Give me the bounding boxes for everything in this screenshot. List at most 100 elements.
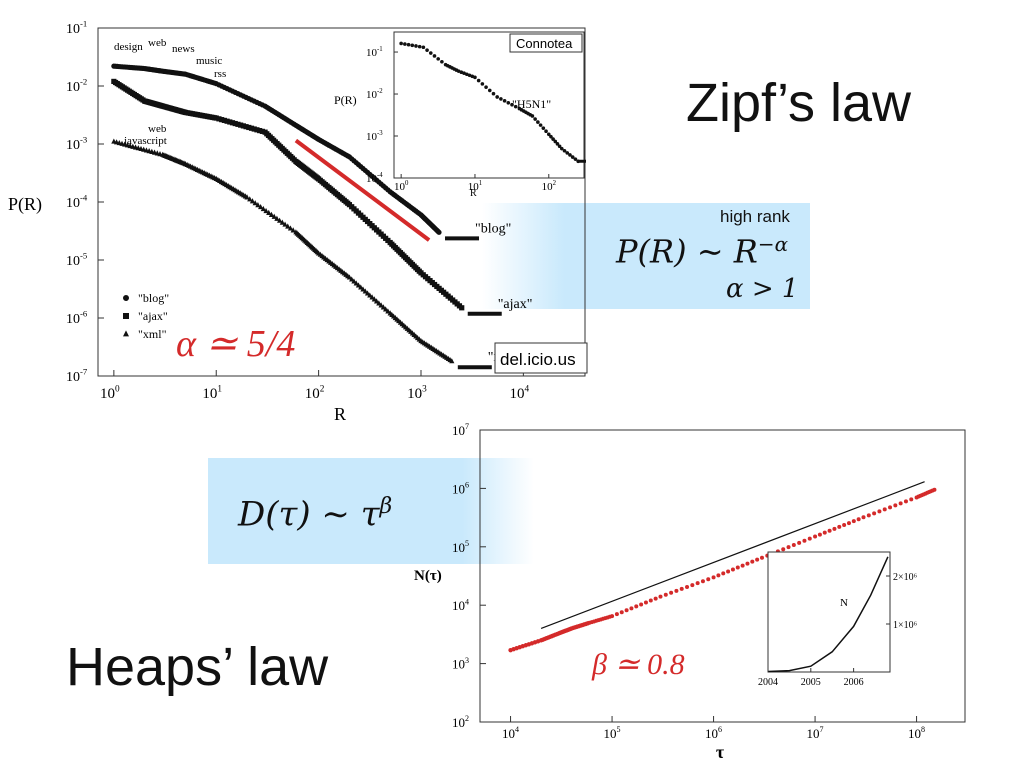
heaps-ylabel: N(τ) <box>414 568 442 584</box>
delicious-point-1 <box>216 116 222 122</box>
heaps-point <box>866 513 871 518</box>
connotea-point <box>414 44 418 48</box>
delicious-legend-label: "ajax" <box>138 309 168 323</box>
delicious-point-1 <box>235 121 241 127</box>
connotea-point <box>476 78 481 83</box>
delicious-point-2 <box>252 200 258 206</box>
connotea-point <box>406 42 411 47</box>
delicious-point-2 <box>380 304 386 310</box>
connotea-point <box>436 57 440 61</box>
delicious-ytick-label: 10-6 <box>66 309 88 327</box>
connotea-xtick-label: 101 <box>468 180 482 193</box>
heaps-ytick-label: 103 <box>452 656 469 672</box>
delicious-legend-marker <box>123 295 129 301</box>
delicious-point-1 <box>254 127 260 133</box>
connotea-point <box>417 44 422 49</box>
delicious-point-1 <box>227 119 233 125</box>
connotea-plot-frame <box>393 31 585 179</box>
heaps-point <box>740 563 745 568</box>
delicious-point-2 <box>376 300 382 306</box>
connotea-ytick-label: 10-1 <box>366 46 383 59</box>
heaps-point <box>877 509 882 514</box>
delicious-point-1 <box>459 305 465 311</box>
connotea-xtick-label: 102 <box>542 180 557 193</box>
delicious-point-2 <box>351 278 357 284</box>
delicious-point-2 <box>282 221 288 227</box>
connotea-point <box>473 75 477 80</box>
heaps-point <box>903 499 908 504</box>
delicious-ytick-label: 10-4 <box>66 193 88 211</box>
connotea-point <box>464 72 469 77</box>
delicious-point-1 <box>251 126 257 132</box>
delicious-watermark-box <box>494 342 588 374</box>
heaps-point <box>695 581 700 586</box>
connotea-point <box>570 155 575 159</box>
delicious-point-1 <box>229 120 236 126</box>
heaps-point <box>909 497 914 502</box>
delicious-tail-label-1: "ajax" <box>498 297 533 312</box>
heaps-point <box>813 534 818 539</box>
heaps-point <box>624 608 629 613</box>
heaps-point <box>643 600 648 605</box>
heaps-point <box>797 540 802 545</box>
delicious-point-1 <box>259 128 265 134</box>
heaps-point <box>893 503 898 508</box>
connotea-point <box>470 74 475 79</box>
connotea-point <box>510 102 514 107</box>
heaps-point <box>685 585 690 590</box>
delicious-annotation: α ≃ 5/4 <box>176 323 295 365</box>
connotea-point <box>491 91 496 96</box>
zipf-formula: P(R) ∼ R−α <box>616 232 788 271</box>
heaps-inset-xtick-label: 2006 <box>844 677 864 688</box>
connotea-ytick-label: 10-3 <box>366 130 383 143</box>
connotea-point <box>555 142 560 146</box>
delicious-watermark: del.icio.us <box>500 350 576 369</box>
heaps-formula: D(τ) ∼ τβ <box>238 494 392 534</box>
delicious-point-1 <box>224 118 230 124</box>
delicious-ytick-label: 10-1 <box>66 19 87 37</box>
delicious-point-2 <box>378 302 384 308</box>
heaps-point <box>610 614 615 619</box>
heaps-point <box>735 565 740 570</box>
delicious-point-2 <box>274 215 280 221</box>
connotea-point <box>495 95 499 99</box>
connotea-point <box>484 85 488 89</box>
connotea-point <box>432 54 437 58</box>
heaps-point <box>629 606 634 611</box>
heaps-inset-xtick-label: 2004 <box>758 677 778 688</box>
delicious-point-2 <box>279 219 285 225</box>
connotea-point <box>399 41 403 46</box>
heaps-point <box>634 604 639 609</box>
connotea-point <box>546 132 551 137</box>
delicious-point-2 <box>268 211 275 217</box>
high-rank-label: high rank <box>720 207 790 226</box>
heaps-point <box>663 592 668 597</box>
heaps-plot-frame <box>479 429 966 723</box>
delicious-point-2 <box>362 288 368 294</box>
heaps-point <box>706 577 711 582</box>
delicious-xtick-label: 101 <box>202 384 222 402</box>
heaps-point <box>807 536 812 541</box>
connotea-point <box>533 117 537 121</box>
heaps-formula-base: τ <box>360 494 380 535</box>
delicious-point-2 <box>266 209 272 216</box>
delicious-point-2 <box>285 223 291 229</box>
delicious-point-1 <box>219 117 225 123</box>
zipf-formula-exp: −α <box>757 232 789 256</box>
delicious-word-label: design <box>114 41 143 53</box>
heaps-inset-xtick-label: 2005 <box>801 677 821 688</box>
delicious-point-2 <box>346 274 353 280</box>
heaps-point <box>614 612 619 617</box>
delicious-xtick-label: 104 <box>510 384 530 402</box>
delicious-point-2 <box>385 308 391 314</box>
connotea-point <box>502 99 507 103</box>
zipf-formula-base: R <box>733 232 758 271</box>
heaps-point <box>750 559 755 564</box>
delicious-point-1 <box>213 115 219 121</box>
delicious-word-label: web <box>148 37 167 49</box>
connotea-point <box>530 114 535 118</box>
heaps-point <box>726 569 731 574</box>
heaps-point <box>791 543 796 548</box>
delicious-ylabel: P(R) <box>8 194 42 215</box>
heaps-ytick-label: 104 <box>452 597 469 613</box>
